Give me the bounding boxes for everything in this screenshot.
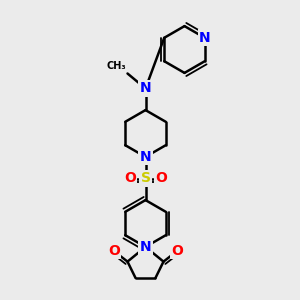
Text: O: O (124, 172, 136, 185)
Text: O: O (171, 244, 183, 258)
Text: S: S (140, 172, 151, 185)
Text: N: N (140, 240, 151, 254)
Text: N: N (199, 31, 211, 45)
Text: O: O (108, 244, 120, 258)
Text: N: N (140, 150, 151, 164)
Text: N: N (140, 82, 151, 95)
Text: O: O (155, 172, 167, 185)
Text: CH₃: CH₃ (106, 61, 126, 70)
